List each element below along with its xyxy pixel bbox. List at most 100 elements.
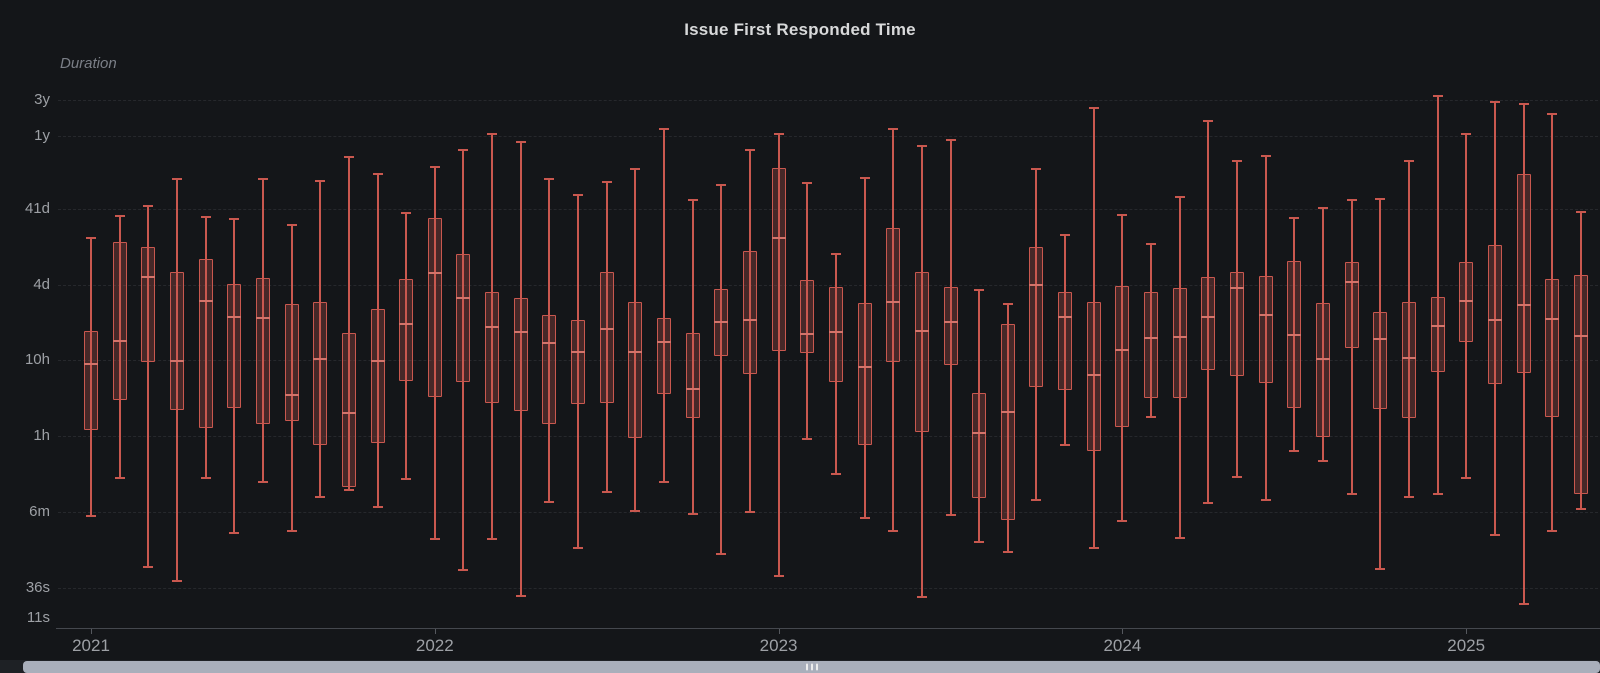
boxplot-whisker-2021-12[interactable] (405, 213, 408, 479)
boxplot-box-2023-09[interactable] (1000, 324, 1015, 521)
boxplot-whisker-2022-08[interactable] (634, 169, 637, 512)
boxplot-box-2022-10[interactable] (685, 333, 700, 419)
boxplot-box-2024-04[interactable] (1201, 277, 1216, 370)
boxplot-whisker-2024-10[interactable] (1379, 199, 1382, 569)
boxplot-whisker-2024-03[interactable] (1178, 197, 1181, 538)
boxplot-whisker-2021-09[interactable] (319, 181, 322, 497)
boxplot-whisker-2025-05[interactable] (1579, 211, 1582, 509)
boxplot-whisker-2021-03[interactable] (147, 206, 150, 567)
boxplot-whisker-2022-10[interactable] (691, 200, 694, 514)
boxplot-box-2021-02[interactable] (112, 242, 127, 401)
boxplot-whisker-2025-03[interactable] (1522, 104, 1525, 605)
boxplot-whisker-2025-01[interactable] (1465, 133, 1468, 478)
boxplot-whisker-2023-09[interactable] (1006, 304, 1009, 553)
boxplot-whisker-2023-12[interactable] (1092, 108, 1095, 549)
boxplot-whisker-2023-03[interactable] (834, 254, 837, 474)
boxplot-whisker-2023-02[interactable] (806, 183, 809, 439)
boxplot-whisker-2024-04[interactable] (1207, 121, 1210, 504)
boxplot-box-2021-05[interactable] (198, 259, 213, 428)
boxplot-whisker-2021-02[interactable] (118, 216, 121, 479)
boxplot-whisker-2023-07[interactable] (949, 140, 952, 515)
horizontal-scrollbar-track[interactable] (0, 660, 1600, 673)
boxplot-box-2025-02[interactable] (1487, 245, 1502, 384)
boxplot-box-2022-07[interactable] (599, 271, 614, 403)
boxplot-box-2021-11[interactable] (370, 308, 385, 444)
boxplot-box-2023-10[interactable] (1029, 247, 1044, 387)
boxplot-box-2021-09[interactable] (313, 301, 328, 446)
boxplot-box-2022-09[interactable] (657, 318, 671, 395)
boxplot-box-2024-08[interactable] (1315, 303, 1330, 437)
boxplot-whisker-2022-07[interactable] (605, 182, 608, 492)
boxplot-box-2025-03[interactable] (1516, 173, 1531, 373)
boxplot-box-2022-06[interactable] (571, 319, 586, 404)
boxplot-box-2024-03[interactable] (1172, 287, 1187, 398)
scrollbar-thumb[interactable] (23, 661, 1600, 673)
boxplot-whisker-2021-08[interactable] (290, 225, 293, 532)
boxplot-box-2022-02[interactable] (456, 254, 471, 382)
boxplot-whisker-2024-08[interactable] (1321, 208, 1324, 461)
boxplot-whisker-2024-01[interactable] (1121, 215, 1124, 522)
boxplot-box-2022-08[interactable] (628, 301, 643, 438)
boxplot-box-2021-06[interactable] (227, 284, 242, 409)
boxplot-box-2023-03[interactable] (828, 286, 843, 382)
boxplot-box-2023-11[interactable] (1058, 292, 1073, 390)
boxplot-box-2024-02[interactable] (1144, 292, 1159, 398)
boxplot-whisker-2021-06[interactable] (233, 218, 236, 534)
boxplot-box-2023-04[interactable] (857, 303, 872, 446)
boxplot-whisker-2021-11[interactable] (376, 173, 379, 507)
boxplot-box-2023-06[interactable] (914, 271, 929, 433)
boxplot-whisker-2023-04[interactable] (863, 178, 866, 518)
boxplot-whisker-2023-05[interactable] (892, 129, 895, 532)
boxplot-whisker-2022-04[interactable] (519, 141, 522, 597)
boxplot-box-2023-02[interactable] (800, 280, 815, 353)
boxplot-box-2025-05[interactable] (1573, 275, 1588, 495)
boxplot-whisker-2022-02[interactable] (462, 150, 465, 571)
boxplot-whisker-2024-05[interactable] (1236, 161, 1238, 477)
boxplot-whisker-2024-02[interactable] (1150, 243, 1153, 417)
boxplot-box-2021-01[interactable] (84, 330, 98, 431)
boxplot-box-2023-05[interactable] (886, 228, 901, 362)
boxplot-whisker-2022-05[interactable] (548, 178, 551, 502)
boxplot-box-2021-04[interactable] (169, 271, 184, 411)
boxplot-whisker-2021-07[interactable] (261, 178, 264, 483)
boxplot-box-2022-03[interactable] (485, 292, 500, 403)
boxplot-box-2023-07[interactable] (943, 286, 958, 365)
boxplot-whisker-2023-10[interactable] (1035, 169, 1038, 500)
panel-title[interactable]: Issue First Responded Time (684, 20, 916, 39)
boxplot-whisker-2024-12[interactable] (1436, 96, 1439, 495)
boxplot-box-2022-12[interactable] (742, 251, 757, 375)
boxplot-whisker-2022-01[interactable] (433, 166, 436, 539)
boxplot-box-2024-11[interactable] (1401, 301, 1416, 419)
boxplot-box-2021-10[interactable] (341, 333, 356, 487)
boxplot-whisker-2022-12[interactable] (748, 150, 751, 512)
boxplot-whisker-2024-11[interactable] (1407, 161, 1410, 497)
boxplot-whisker-2025-02[interactable] (1493, 102, 1496, 536)
boxplot-box-2024-01[interactable] (1115, 285, 1130, 428)
boxplot-box-2022-05[interactable] (542, 314, 557, 424)
boxplot-box-2024-12[interactable] (1430, 296, 1445, 373)
boxplot-whisker-2022-09[interactable] (663, 129, 665, 483)
boxplot-whisker-2021-04[interactable] (175, 178, 178, 581)
boxplot-box-2024-06[interactable] (1258, 276, 1273, 384)
boxplot-whisker-2022-06[interactable] (577, 195, 580, 549)
boxplot-box-2024-09[interactable] (1344, 262, 1359, 348)
boxplot-box-2024-10[interactable] (1373, 312, 1388, 410)
boxplot-box-2021-07[interactable] (255, 278, 270, 424)
boxplot-box-2023-01[interactable] (771, 167, 786, 352)
boxplot-whisker-2021-01[interactable] (90, 238, 92, 516)
boxplot-whisker-2021-05[interactable] (204, 217, 207, 479)
boxplot-whisker-2023-11[interactable] (1064, 234, 1067, 446)
boxplot-box-2024-05[interactable] (1230, 271, 1244, 376)
boxplot-box-2025-04[interactable] (1545, 278, 1560, 417)
boxplot-box-2023-08[interactable] (972, 393, 987, 498)
boxplot-whisker-2022-11[interactable] (720, 185, 723, 555)
boxplot-whisker-2022-03[interactable] (491, 133, 494, 539)
boxplot-whisker-2023-01[interactable] (777, 133, 780, 576)
scrollbar-grip-icon[interactable] (805, 663, 818, 671)
boxplot-box-2022-04[interactable] (513, 298, 528, 411)
boxplot-box-2023-12[interactable] (1086, 301, 1101, 452)
boxplot-box-2021-08[interactable] (284, 304, 299, 421)
boxplot-whisker-2024-06[interactable] (1264, 155, 1267, 500)
boxplot-whisker-2021-10[interactable] (347, 156, 350, 491)
boxplot-whisker-2023-06[interactable] (920, 146, 923, 598)
